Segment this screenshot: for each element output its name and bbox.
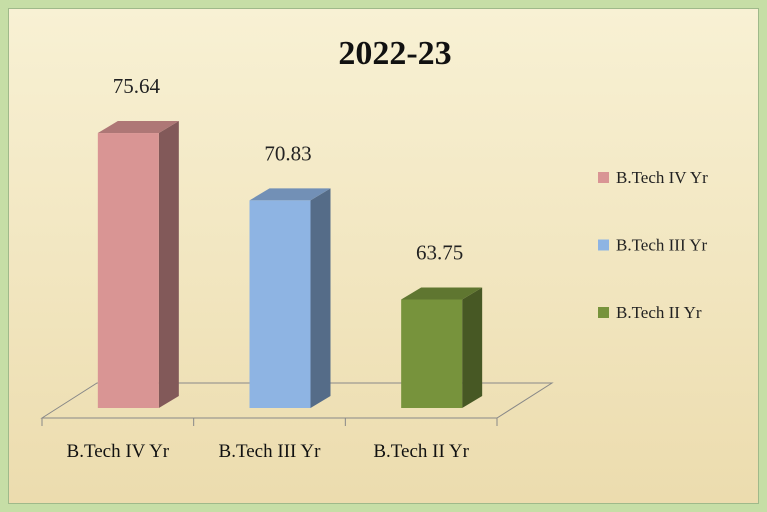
bar (97, 133, 159, 409)
data-label: 75.64 (113, 74, 161, 98)
x-tick-label: B.Tech IV Yr (66, 441, 170, 462)
bar (249, 200, 311, 408)
legend-label: B.Tech IV Yr (616, 168, 708, 187)
data-label: 70.83 (264, 141, 311, 165)
legend-label: B.Tech II Yr (616, 303, 702, 322)
bar-top (97, 121, 179, 134)
legend-label: B.Tech III Yr (616, 236, 708, 255)
legend-swatch (598, 307, 609, 318)
legend-swatch (598, 239, 609, 251)
legend-swatch (598, 172, 609, 183)
chart-title: 2022-23 (338, 35, 451, 72)
bar-top (249, 188, 331, 201)
bar (401, 299, 463, 408)
x-tick-label: B.Tech III Yr (218, 441, 321, 462)
x-tick-label: B.Tech II Yr (373, 441, 469, 462)
bar-top (401, 287, 483, 300)
data-label: 63.75 (416, 241, 463, 265)
bar-side (462, 287, 483, 408)
bar-side (158, 121, 179, 408)
bar-side (310, 188, 331, 408)
